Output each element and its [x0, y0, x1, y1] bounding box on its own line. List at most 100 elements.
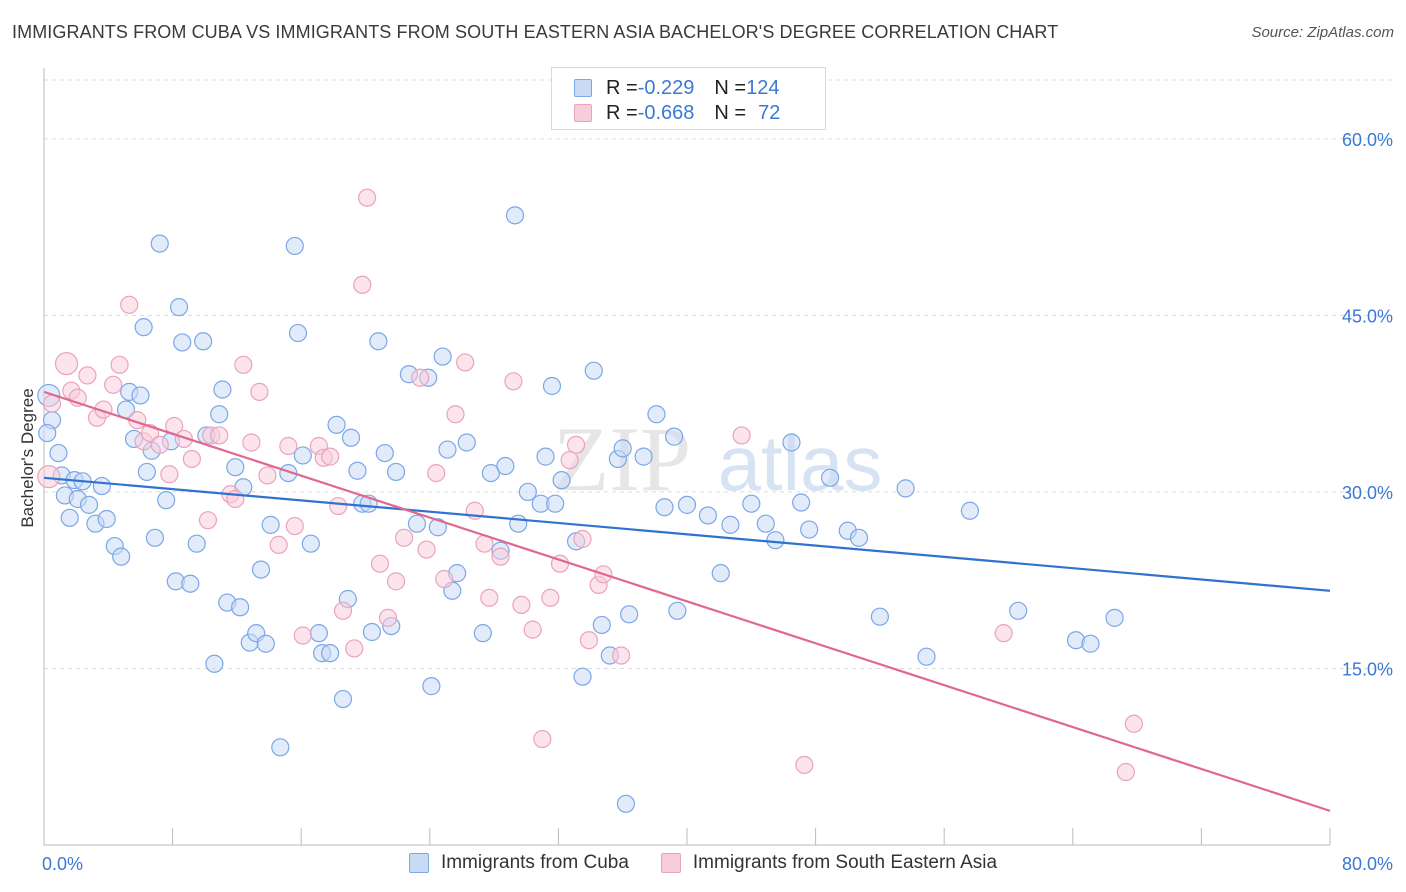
y-axis-label: Bachelor's Degree: [18, 388, 37, 528]
legend-item-sea: Immigrants from South Eastern Asia: [660, 852, 997, 874]
stats-row-cuba: R = -0.229 N = 124: [574, 76, 779, 100]
cuba-point-101: [677, 495, 697, 514]
sea-point-9: [110, 355, 129, 374]
cuba-point-86: [552, 471, 571, 490]
sea-point-25: [242, 433, 261, 452]
sea-point-49: [456, 353, 475, 372]
sea-point-52: [480, 588, 499, 607]
sea-point-71: [1124, 714, 1143, 733]
cuba-point-48: [293, 446, 312, 465]
cuba-point-33: [210, 405, 229, 424]
cuba-point-103: [711, 564, 730, 583]
sea-point-58: [541, 588, 560, 607]
sea-swatch: [574, 104, 592, 122]
cuba-point-83: [536, 447, 555, 466]
sea-point-55: [512, 595, 531, 615]
cuba-point-90: [592, 615, 611, 635]
sea-point-27: [258, 466, 277, 485]
y-tick-label-3: 60.0%: [1342, 130, 1393, 150]
cuba-swatch: [574, 79, 592, 97]
cuba-point-118: [1009, 601, 1028, 620]
cuba-point-100: [668, 601, 687, 620]
cuba-point-9: [79, 495, 99, 514]
cuba-point-23: [157, 491, 176, 510]
cuba-point-75: [473, 624, 492, 643]
cuba-point-81: [518, 482, 537, 502]
sea-point-42: [386, 572, 406, 591]
sea-point-35: [329, 496, 348, 516]
chart-title: IMMIGRANTS FROM CUBA VS IMMIGRANTS FROM …: [12, 22, 1059, 42]
sea-point-8: [104, 375, 123, 394]
cuba-point-122: [38, 423, 57, 443]
cuba-point-43: [261, 515, 280, 534]
cuba-point-97: [647, 405, 666, 424]
sea-point-14: [150, 435, 169, 454]
sea-point-24: [234, 355, 253, 374]
sea-point-43: [394, 528, 414, 547]
cuba-point-123: [131, 386, 150, 405]
sea-point-41: [378, 608, 398, 627]
sea-point-10: [120, 295, 139, 314]
cuba-point-113: [849, 528, 869, 547]
sea-point-56: [523, 620, 542, 639]
cuba-point-30: [194, 332, 213, 351]
sea-point-17: [174, 429, 193, 449]
sea-point-5: [78, 366, 97, 385]
cuba-point-42: [256, 634, 275, 653]
cuba-point-117: [960, 501, 980, 520]
cuba-point-121: [1105, 608, 1124, 627]
sea-point-37: [345, 639, 364, 658]
sea-point-61: [560, 451, 579, 470]
sea-point-40: [370, 554, 390, 573]
y-tick-label-2: 45.0%: [1342, 306, 1393, 326]
stats-row-sea: R = -0.668 N = 72: [574, 101, 780, 125]
sea-point-44: [411, 368, 430, 387]
cuba-point-29: [187, 534, 206, 553]
sea-n-label: N =: [714, 101, 747, 124]
sea-point-31: [293, 626, 312, 645]
cuba-point-37: [231, 598, 250, 617]
cuba-point-62: [375, 443, 394, 463]
cuba-point-68: [422, 677, 441, 696]
cuba-point-41: [251, 560, 271, 579]
cuba-point-102: [698, 506, 717, 525]
sea-point-68: [795, 755, 814, 775]
tick-labels: 15.0% 30.0% 45.0% 60.0% 0.0% 80.0%: [42, 130, 1393, 874]
sea-point-26: [250, 382, 269, 401]
trend-lines: [43, 390, 1331, 812]
cuba-n-value: 124: [746, 76, 780, 99]
sea-point-47: [435, 569, 454, 589]
cuba-point-109: [792, 493, 811, 512]
sea-n-value: 72: [758, 101, 781, 124]
cuba-point-71: [438, 440, 457, 459]
cuba-point-85: [546, 494, 565, 513]
cuba-point-96: [634, 447, 653, 466]
sea-point-21: [210, 426, 229, 445]
watermark: ZIP atlas: [553, 408, 882, 510]
cuba-point-78: [496, 456, 515, 476]
cuba-point-57: [348, 461, 367, 480]
legend-item-cuba: Immigrants from Cuba: [408, 852, 629, 874]
sea-point-38: [353, 275, 372, 294]
sea-point-60: [566, 435, 586, 454]
legend-swatch-cuba: [408, 853, 429, 873]
sea-point-0: [37, 465, 61, 489]
sea-point-67: [732, 426, 751, 445]
cuba-point-50: [309, 624, 328, 643]
cuba-point-26: [169, 298, 189, 317]
y-tick-label-1: 30.0%: [1342, 483, 1393, 503]
sea-r-value: -0.668: [637, 101, 695, 124]
cuba-point-19: [137, 462, 156, 482]
sea-trend-line: [43, 390, 1331, 812]
cuba-point-79: [505, 206, 525, 225]
cuba-point-89: [584, 361, 603, 380]
sea-point-19: [198, 511, 218, 530]
sea-point-45: [417, 540, 436, 559]
sea-point-15: [160, 465, 179, 484]
data-points: [37, 188, 1143, 813]
y-tick-label-0: 15.0%: [1342, 659, 1393, 679]
cuba-point-49: [301, 534, 320, 553]
legend-label-cuba: Immigrants from Cuba: [440, 852, 629, 873]
cuba-point-64: [386, 462, 406, 482]
